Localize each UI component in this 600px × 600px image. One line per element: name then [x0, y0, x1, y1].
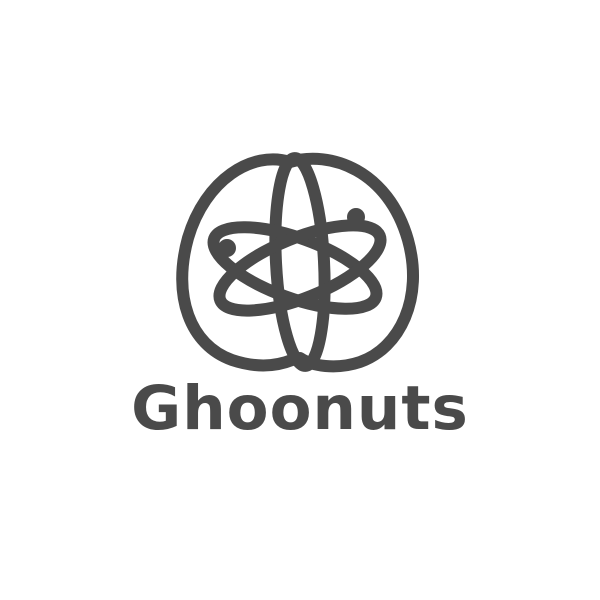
electron-left-dot	[218, 239, 236, 257]
electron-right-dot	[347, 208, 365, 226]
brand-wordmark: Ghoonuts	[131, 373, 469, 444]
right-lobe-shape	[284, 152, 419, 373]
left-lobe-shape	[176, 153, 298, 372]
orbit-b-shape	[213, 219, 387, 317]
vertical-orbit-shape	[269, 152, 331, 372]
